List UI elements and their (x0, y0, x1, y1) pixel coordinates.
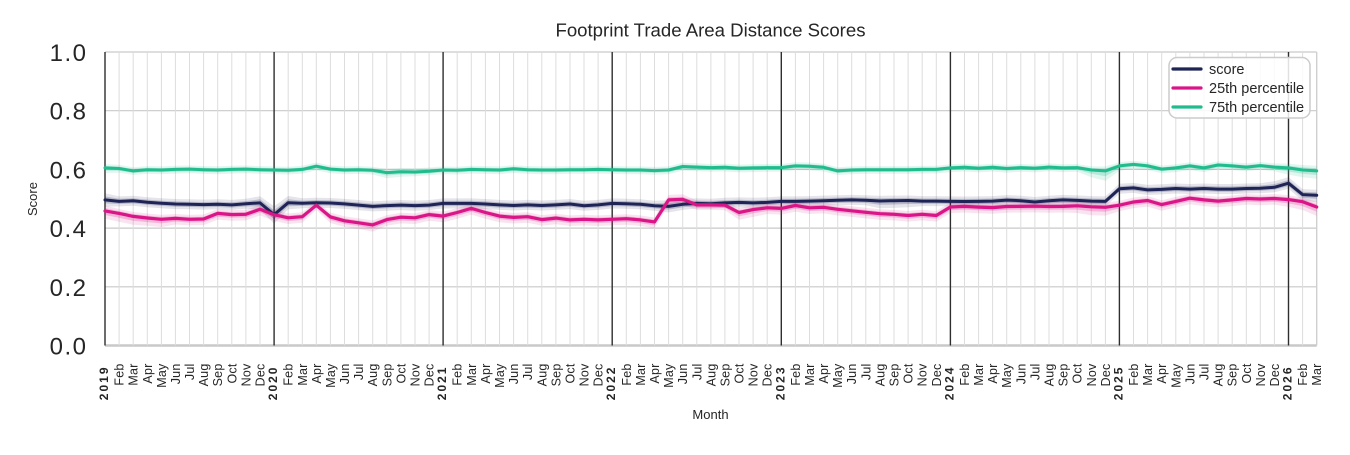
svg-text:Apr: Apr (648, 364, 662, 384)
svg-text:Nov: Nov (916, 363, 930, 386)
svg-text:Mar: Mar (803, 364, 817, 386)
svg-text:Nov: Nov (409, 363, 423, 386)
svg-text:Sep: Sep (1226, 364, 1240, 387)
svg-text:May: May (1000, 363, 1014, 388)
svg-text:Sep: Sep (888, 364, 902, 387)
svg-text:2019: 2019 (97, 366, 111, 401)
svg-text:May: May (324, 363, 338, 388)
svg-text:Jun: Jun (1014, 364, 1028, 385)
svg-text:Mar: Mar (972, 364, 986, 386)
svg-text:Oct: Oct (564, 363, 578, 383)
svg-text:2025: 2025 (1111, 366, 1125, 401)
svg-text:Feb: Feb (1127, 364, 1141, 386)
svg-text:Nov: Nov (1254, 363, 1268, 386)
svg-text:2023: 2023 (773, 366, 787, 401)
svg-text:Feb: Feb (113, 364, 127, 386)
svg-text:Feb: Feb (620, 364, 634, 386)
svg-text:Jun: Jun (338, 364, 352, 385)
svg-text:May: May (493, 363, 507, 388)
svg-text:score: score (1209, 62, 1244, 78)
svg-text:Oct: Oct (902, 363, 916, 383)
svg-text:Mar: Mar (296, 364, 310, 386)
svg-text:Dec: Dec (761, 364, 775, 387)
svg-text:0.8: 0.8 (50, 99, 88, 126)
svg-text:Apr: Apr (1155, 364, 1169, 384)
svg-text:Nov: Nov (578, 363, 592, 386)
svg-text:Jul: Jul (690, 364, 704, 381)
svg-text:2022: 2022 (604, 366, 618, 401)
svg-text:75th percentile: 75th percentile (1209, 100, 1304, 116)
svg-text:Jul: Jul (1198, 364, 1212, 381)
svg-text:Nov: Nov (239, 363, 253, 386)
svg-text:Aug: Aug (704, 364, 718, 387)
svg-text:2026: 2026 (1281, 366, 1295, 401)
svg-text:2024: 2024 (942, 366, 956, 401)
svg-text:Aug: Aug (197, 364, 211, 387)
svg-text:Dec: Dec (423, 364, 437, 387)
svg-text:Dec: Dec (254, 364, 268, 387)
svg-text:Oct: Oct (394, 363, 408, 383)
svg-text:Dec: Dec (1099, 364, 1113, 387)
svg-text:Dec: Dec (930, 364, 944, 387)
svg-text:Feb: Feb (789, 364, 803, 386)
svg-text:Apr: Apr (310, 364, 324, 384)
svg-text:Oct: Oct (733, 363, 747, 383)
svg-text:Jun: Jun (845, 364, 859, 385)
svg-text:Jul: Jul (352, 364, 366, 381)
svg-text:Dec: Dec (1268, 364, 1282, 387)
svg-text:Oct: Oct (1240, 363, 1254, 383)
svg-text:Aug: Aug (1043, 364, 1057, 387)
svg-text:Feb: Feb (451, 364, 465, 386)
svg-text:Mar: Mar (1141, 364, 1155, 386)
svg-text:Mar: Mar (465, 364, 479, 386)
svg-text:Jul: Jul (1028, 364, 1042, 381)
svg-text:0.2: 0.2 (50, 275, 88, 302)
svg-text:0.6: 0.6 (50, 157, 88, 184)
svg-text:Jul: Jul (859, 364, 873, 381)
svg-text:Sep: Sep (718, 364, 732, 387)
svg-text:May: May (662, 363, 676, 388)
svg-text:Aug: Aug (366, 364, 380, 387)
svg-text:Oct: Oct (225, 363, 239, 383)
svg-text:May: May (1169, 363, 1183, 388)
svg-text:Jun: Jun (1183, 364, 1197, 385)
svg-text:Oct: Oct (1071, 363, 1085, 383)
svg-text:Sep: Sep (1057, 364, 1071, 387)
svg-text:Dec: Dec (592, 364, 606, 387)
svg-text:Feb: Feb (958, 364, 972, 386)
svg-text:May: May (155, 363, 169, 388)
svg-text:Sep: Sep (549, 364, 563, 387)
svg-text:Jun: Jun (676, 364, 690, 385)
svg-text:0.4: 0.4 (50, 216, 88, 243)
svg-text:Jul: Jul (183, 364, 197, 381)
svg-text:Mar: Mar (634, 364, 648, 386)
svg-text:Aug: Aug (535, 364, 549, 387)
svg-text:Footprint Trade Area Distance: Footprint Trade Area Distance Scores (555, 20, 865, 41)
svg-text:Apr: Apr (479, 364, 493, 384)
svg-text:Apr: Apr (141, 364, 155, 384)
svg-text:Sep: Sep (380, 364, 394, 387)
svg-text:25th percentile: 25th percentile (1209, 81, 1304, 97)
svg-text:0.0: 0.0 (50, 334, 88, 361)
svg-text:Mar: Mar (127, 364, 141, 386)
svg-text:Jun: Jun (507, 364, 521, 385)
svg-text:Aug: Aug (873, 364, 887, 387)
svg-text:Jun: Jun (169, 364, 183, 385)
svg-text:Feb: Feb (282, 364, 296, 386)
svg-text:1.0: 1.0 (50, 40, 88, 67)
svg-text:Apr: Apr (986, 364, 1000, 384)
svg-text:Sep: Sep (211, 364, 225, 387)
svg-text:Mar: Mar (1310, 364, 1324, 386)
svg-text:Month: Month (692, 407, 728, 422)
svg-text:Apr: Apr (817, 364, 831, 384)
svg-text:2020: 2020 (266, 366, 280, 401)
svg-text:May: May (831, 363, 845, 388)
svg-text:Nov: Nov (1085, 363, 1099, 386)
svg-text:Jul: Jul (521, 364, 535, 381)
svg-text:Score: Score (25, 182, 40, 216)
svg-text:Aug: Aug (1212, 364, 1226, 387)
svg-text:Feb: Feb (1296, 364, 1310, 386)
svg-text:2021: 2021 (435, 366, 449, 401)
svg-text:Nov: Nov (747, 363, 761, 386)
